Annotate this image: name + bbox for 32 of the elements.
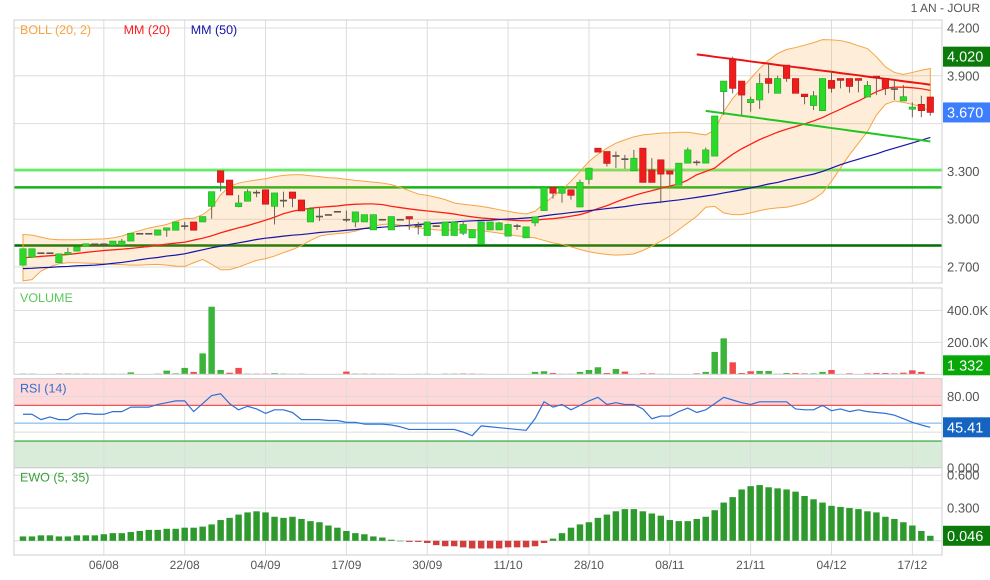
text: MM (20) bbox=[124, 23, 170, 37]
text: 1 332 bbox=[947, 358, 984, 374]
text: 3.670 bbox=[947, 105, 984, 122]
text: 0.046 bbox=[947, 528, 984, 545]
y-tick-label: 80.00 bbox=[947, 388, 980, 404]
chart-subtitle: 1 AN - JOUR bbox=[910, 1, 980, 15]
text: EWO (5, 35) bbox=[20, 470, 90, 485]
x-tick-label: 30/09 bbox=[412, 558, 443, 572]
text: 4.020 bbox=[947, 50, 984, 66]
x-tick-label: 04/09 bbox=[250, 558, 281, 572]
x-tick-label: 17/12 bbox=[897, 558, 928, 572]
text: BOLL (20, 2) bbox=[20, 23, 92, 37]
x-tick-label: 17/09 bbox=[331, 558, 362, 572]
y-tick-label: 3.900 bbox=[947, 68, 980, 84]
y-tick-label: 0.300 bbox=[947, 500, 980, 516]
y-tick-label: 3.000 bbox=[947, 212, 980, 227]
x-tick-label: 21/11 bbox=[736, 558, 766, 572]
text: VOLUME bbox=[20, 291, 73, 305]
x-tick-label: 11/10 bbox=[494, 558, 523, 572]
y-tick-label: 3.300 bbox=[947, 164, 980, 179]
x-tick-label: 28/10 bbox=[574, 558, 604, 572]
x-tick-label: 22/08 bbox=[170, 558, 200, 572]
y-tick-label: 4.200 bbox=[947, 20, 980, 36]
text: 45.41 bbox=[947, 420, 984, 436]
x-tick-label: 08/11 bbox=[655, 558, 685, 572]
x-tick-label: 04/12 bbox=[816, 558, 847, 572]
x-tick-label: 06/08 bbox=[88, 558, 120, 572]
y-tick-label: 2.700 bbox=[947, 260, 980, 275]
y-tick-label: 400.0K bbox=[947, 302, 989, 318]
series-label: RSI (14) bbox=[20, 382, 67, 396]
y-tick-label: 200.0K bbox=[947, 334, 989, 350]
text: MM (50) bbox=[190, 23, 238, 37]
